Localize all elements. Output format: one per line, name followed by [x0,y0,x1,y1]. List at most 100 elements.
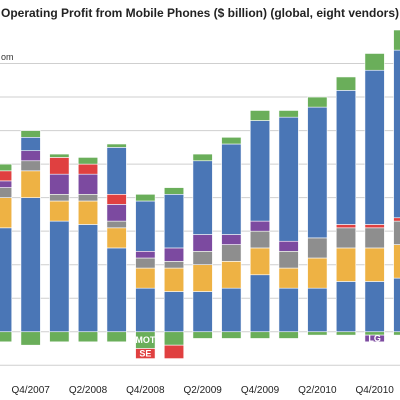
bar-segment [0,187,13,198]
bar-segment [20,331,41,346]
x-ticks: Q4/2007 Q2/2008 Q4/2008 Q2/2009 Q4/2009 Q2/20… [11,385,394,396]
bar-segment [249,230,271,249]
bar-segment [192,331,213,339]
bar-segment [335,247,357,282]
bar-segment [106,247,127,333]
bar-segment [20,150,41,162]
bar-segment [163,344,185,359]
bar-segment [20,160,41,172]
bar-segment [135,193,156,202]
chart-title: Operating Profit from Mobile Phones ($ b… [1,6,399,20]
bar-segment [307,96,328,108]
bar-segment [249,331,271,339]
legend-fragment: om [1,52,14,62]
bar-segment [0,197,13,229]
bar-segment [221,143,242,235]
bar-segment [135,267,156,289]
bar-segment [49,157,70,175]
bar-segment [221,234,242,245]
bar-segment [364,224,385,229]
bar-segment [135,250,156,259]
bar-segment [77,173,99,195]
bar-segment [278,267,299,289]
bar-segment [106,193,127,205]
bar-segment [249,110,271,121]
bar-segment [221,287,242,333]
bar-segment [0,170,13,182]
bar-segment [393,244,400,279]
bar-segment [307,287,328,333]
bar-segment [249,120,271,222]
bar-segment [0,227,13,333]
x-tick-label: Q2/2009 [183,385,222,396]
bar-segment [106,331,127,343]
bar-segment [393,29,400,51]
x-tick-label: Q4/2008 [126,385,165,396]
bar-segment [49,331,70,343]
bar-segment [278,240,299,252]
bar-segment [393,277,400,333]
bar-segment [135,348,156,359]
bar-segment [0,180,13,188]
annotation-label: MOT [135,335,155,345]
x-tick-label: Q4/2010 [355,385,394,396]
bar-segment [163,267,185,292]
annotation-label: LG [368,333,381,343]
bar-segment [0,163,13,172]
bar-segment [163,291,185,333]
bar-segment [278,110,299,118]
bar-segment [307,237,328,259]
bar-segment [163,193,185,249]
bar-segment [364,53,385,71]
bar-segment [335,331,357,336]
bar-segment [221,261,242,289]
bar-segment [393,331,400,336]
bar-segment [20,130,41,138]
bar-segment [106,220,127,229]
bar-segment [221,244,242,262]
bar-segment [163,187,185,195]
bar-segment [163,247,185,262]
bar-segment [163,261,185,269]
bar-segment [77,163,99,175]
bar-segment [221,331,242,339]
x-tick-label: Q4/2009 [241,385,280,396]
bar-segment [335,224,357,229]
bar-segment [49,153,70,158]
bar-segment [335,227,357,249]
bar-segment [307,106,328,239]
x-tick-label: Q2/2010 [298,385,337,396]
bar-segment [77,200,99,225]
bar-segment [192,250,213,266]
bar-segment [135,200,156,252]
bar-segment [393,220,400,245]
bar-segment [0,331,13,343]
bar-segment [49,220,70,333]
bar-segment [192,291,213,333]
bar-segment [335,281,357,333]
bar-segment [221,136,242,145]
bar-segment [163,331,185,346]
bar-segment [393,217,400,222]
bars [0,29,400,359]
bar-segment [307,257,328,289]
bar-segment [249,274,271,333]
bar-segment [278,250,299,269]
bar-segment [77,331,99,343]
annotation-label: SE [139,349,151,359]
bar-segment [135,287,156,333]
bar-segment [335,90,357,225]
bar-segment [192,153,213,162]
bar-segment [49,200,70,222]
bar-segment [278,116,299,242]
bar-segment [393,49,400,219]
bar-segment [364,334,385,343]
bar-segment [20,136,41,152]
bar-segment [20,170,41,198]
bar-segment [335,76,357,91]
bar-segment [77,157,99,165]
bar-segment [249,220,271,232]
bar-segment [249,247,271,276]
bar-segment [278,287,299,333]
